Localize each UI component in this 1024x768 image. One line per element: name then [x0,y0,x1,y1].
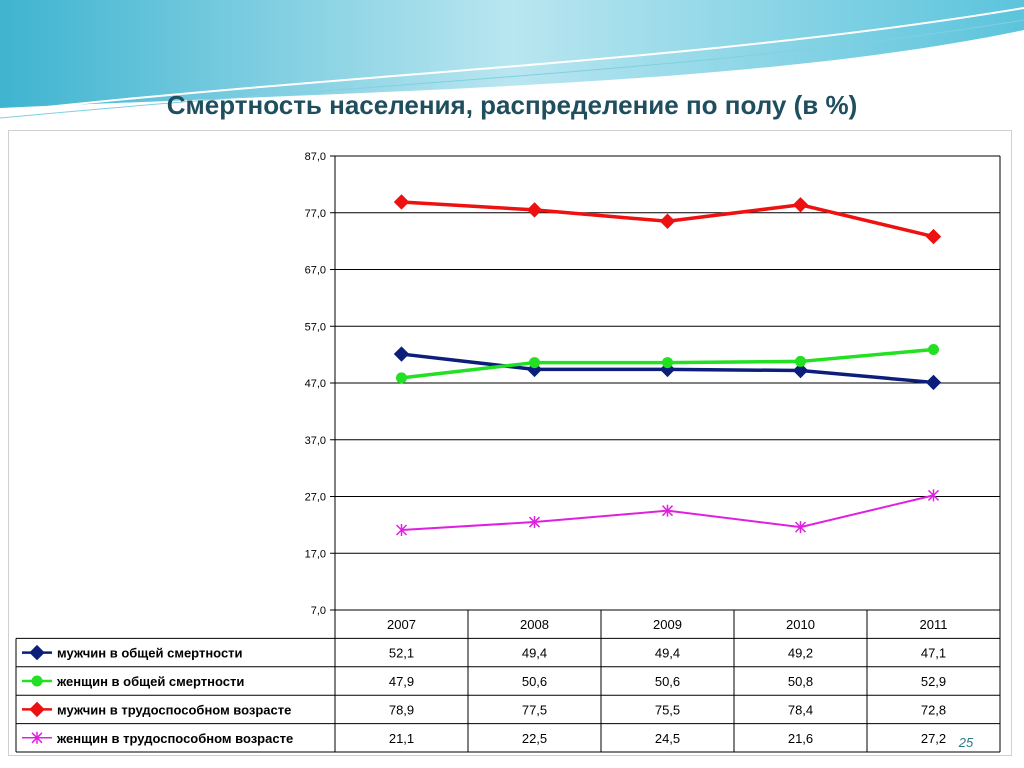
data-label-3-1: 22,5 [522,731,547,746]
series-3-point-3 [794,521,807,534]
data-label-0-1: 49,4 [522,646,547,661]
data-label-2-2: 75,5 [655,702,680,717]
series-3-point-0 [395,523,408,536]
y-tick-label-4: 47,0 [305,378,326,390]
data-label-0-3: 49,2 [788,646,813,661]
page-number: 25 [958,735,974,750]
data-label-0-4: 47,1 [921,646,946,661]
legend-key-marker-0 [29,644,45,661]
series-3-point-2 [661,504,674,517]
series-3-point-1 [528,516,541,529]
data-label-3-2: 24,5 [655,731,680,746]
legend-key-marker-2 [29,701,45,718]
x-tick-label-4: 2011 [920,617,948,632]
data-label-1-4: 52,9 [921,674,946,689]
data-label-1-3: 50,8 [788,674,813,689]
x-tick-label-1: 2008 [520,617,549,632]
series-1-point-1 [529,357,540,369]
x-tick-label-2: 2009 [653,617,682,632]
gridlines [335,155,1000,611]
data-label-0-2: 49,4 [655,646,680,661]
y-tick-label-3: 37,0 [305,435,326,447]
series-1-point-0 [396,372,407,384]
data-label-1-0: 47,9 [389,674,414,689]
legend-key-marker-1 [31,675,43,687]
y-tick-label-5: 57,0 [305,321,326,333]
data-table: 2007 2008 2009 2010 2011 мужчин в общей смерт… [15,609,1001,753]
chart-frame [8,130,1012,756]
y-tick-label-7: 77,0 [305,208,326,220]
header-banner [0,0,1024,119]
data-label-0-0: 52,1 [389,646,414,661]
series-1-point-3 [795,355,806,367]
data-label-2-3: 78,4 [788,702,813,717]
data-label-1-2: 50,6 [655,674,680,689]
legend-entry-1: женщин в общей смертности [56,674,244,689]
data-label-3-3: 21,6 [788,731,813,746]
series-2-point-3 [792,197,809,213]
legend-entry-3: женщин в трудоспособном возрасте [56,731,293,746]
series-1-point-2 [662,357,673,369]
data-label-3-4: 27,2 [921,731,946,746]
series-0-point-4 [925,374,942,391]
x-tick-label-3: 2010 [786,617,815,632]
data-label-1-1: 50,6 [522,674,547,689]
series-markers [393,194,942,536]
data-label-2-4: 72,8 [921,702,946,717]
series-2-point-1 [526,202,543,218]
series-3-point-4 [927,489,940,502]
data-label-3-0: 21,1 [389,731,414,746]
series-0-point-3 [792,362,809,379]
series-2-point-0 [393,194,410,210]
legend-entry-0: мужчин в общей смертности [57,646,243,661]
y-tick-label-1: 17,0 [305,548,326,560]
y-tick-label-6: 67,0 [305,265,326,277]
series-0-point-0 [393,346,410,362]
legend-key-marker-3 [31,731,43,744]
legend-entry-2: мужчин в трудоспособном возрасте [57,702,291,717]
data-label-2-0: 78,9 [389,702,414,717]
x-tick-label-0: 2007 [387,617,416,632]
y-tick-label-2: 27,0 [305,492,326,504]
axes [330,155,1001,611]
series-2-point-2 [659,213,676,229]
y-axis-tick-labels: 7,0 17,0 27,0 37,0 47,0 57,0 67,0 77,0 87,0 [305,151,326,617]
series-1-point-4 [928,344,939,356]
series-2-point-4 [925,228,942,245]
data-label-2-1: 77,5 [522,702,547,717]
y-tick-label-0: 7,0 [311,605,326,617]
slide-title: Смертность населения, распределение по п… [166,90,858,120]
y-tick-label-8: 87,0 [305,151,326,163]
